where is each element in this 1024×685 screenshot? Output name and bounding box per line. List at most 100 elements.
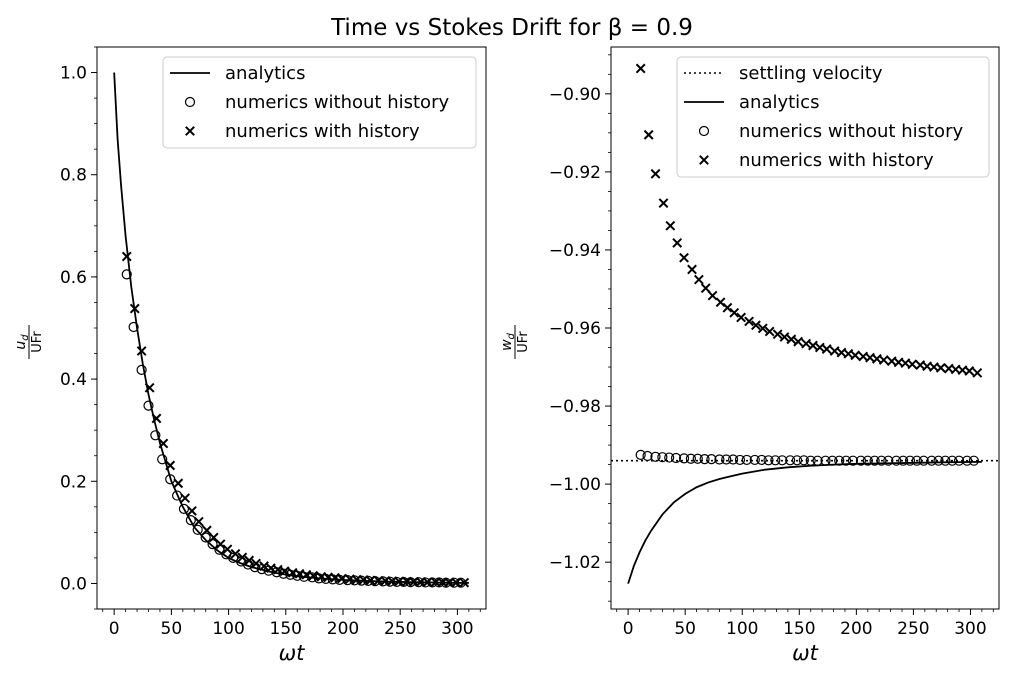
circle-point: [192, 524, 203, 535]
y-label-numerator: ud: [13, 334, 31, 350]
cross-point: [650, 168, 661, 179]
cross-point: [764, 326, 775, 337]
cross-point: [736, 312, 747, 323]
cross-point: [230, 548, 241, 559]
cross-point: [459, 577, 470, 588]
y-tick-label: −0.96: [549, 319, 601, 339]
axes-frame: [96, 46, 487, 610]
circle-point: [143, 400, 154, 411]
circle-point: [855, 455, 867, 466]
circle-point: [200, 532, 211, 543]
y-tick-label: −0.92: [549, 163, 601, 183]
cross-point: [744, 316, 754, 327]
circle-point: [685, 453, 696, 464]
x-tick-label: 100: [726, 619, 758, 639]
circle-point: [862, 455, 873, 466]
y-tick-label: 0.8: [60, 166, 87, 186]
legend-handle: [184, 96, 196, 108]
cross-point: [672, 238, 683, 248]
cross-point: [394, 576, 404, 587]
circle-point: [918, 455, 929, 466]
x-tick-label: 300: [954, 619, 986, 639]
legend-label: numerics without history: [225, 92, 449, 113]
x-tick-label: 0: [623, 619, 634, 639]
series-numerics-with-history: [121, 251, 470, 588]
circle-point: [699, 454, 710, 465]
cross-point: [829, 346, 840, 356]
circle-point: [706, 454, 717, 465]
cross-point: [635, 63, 646, 74]
cross-point: [251, 558, 261, 569]
circle-point: [741, 454, 752, 466]
y-label-denominator: UFr: [516, 331, 531, 353]
circle-point: [869, 455, 880, 466]
cross-point: [643, 129, 654, 140]
x-tick-label: 300: [441, 619, 473, 639]
circle-point: [891, 455, 902, 466]
circle-point: [657, 452, 668, 463]
x-tick-label: 100: [212, 619, 244, 639]
cross-point: [850, 350, 861, 361]
circle-point: [178, 503, 190, 514]
x-tick-label: 250: [384, 619, 416, 639]
cross-point: [279, 566, 290, 577]
circle-point: [714, 454, 725, 465]
circle-point: [933, 455, 944, 466]
legend-handle: [699, 155, 709, 165]
legend-item: analytics: [170, 63, 305, 84]
cross-point: [972, 367, 983, 378]
x-tick-label: 150: [783, 619, 815, 639]
cross-point: [151, 413, 162, 424]
y-tick-label: 0.2: [60, 472, 87, 492]
plot-area: [113, 72, 470, 588]
circle-point: [150, 430, 161, 441]
cross-point: [336, 573, 347, 584]
circle-point: [136, 364, 147, 375]
cross-point: [772, 329, 783, 340]
circle-point: [785, 455, 796, 466]
circle-point: [121, 269, 132, 280]
circle-point: [953, 455, 965, 466]
circle-point: [692, 453, 703, 464]
circle-point: [777, 455, 788, 466]
cross-point: [193, 516, 204, 527]
circle-point: [185, 515, 196, 526]
circle-point: [670, 452, 682, 464]
circle-point: [157, 454, 168, 465]
cross-point: [843, 348, 854, 359]
circle-point: [876, 455, 887, 466]
circle-point: [734, 454, 746, 466]
circle-point: [834, 455, 845, 466]
cross-point: [907, 359, 918, 370]
series-numerics-without-history: [635, 449, 979, 466]
cross-point: [687, 264, 697, 275]
y-axis-label: wd UFr: [499, 325, 531, 359]
y-tick-label: −1.02: [549, 553, 601, 573]
legend-label: settling velocity: [739, 63, 883, 84]
circle-point: [635, 449, 646, 460]
cross-point: [935, 362, 946, 373]
legend-item: analytics: [684, 92, 819, 113]
cross-point: [779, 332, 790, 342]
y-tick-label: −1.00: [549, 475, 601, 495]
left-chart-u-drift: 0 50 100 150 200 250 300 0.0 0.2 0.4 0.6 0.8 1.0 ωt ud…: [13, 46, 487, 665]
circle-point: [728, 454, 739, 465]
circle-point: [650, 451, 661, 462]
cross-point: [180, 493, 191, 504]
x-tick-label: 0: [109, 619, 120, 639]
legend-item: numerics without history: [184, 92, 449, 113]
x-tick-label: 150: [270, 619, 302, 639]
legend-handle: [185, 126, 195, 136]
x-tick-label: 50: [674, 619, 696, 639]
legend-label: numerics with history: [225, 121, 420, 142]
circle-point: [664, 452, 675, 463]
legend-item: numerics without history: [698, 121, 963, 142]
cross-point: [129, 303, 140, 314]
cross-point: [751, 320, 761, 331]
circle-point: [128, 321, 139, 333]
y-tick-label: 0.0: [60, 574, 87, 594]
circle-point: [926, 455, 937, 466]
y-axis-label: ud UFr: [13, 325, 45, 359]
circle-point: [791, 455, 803, 466]
